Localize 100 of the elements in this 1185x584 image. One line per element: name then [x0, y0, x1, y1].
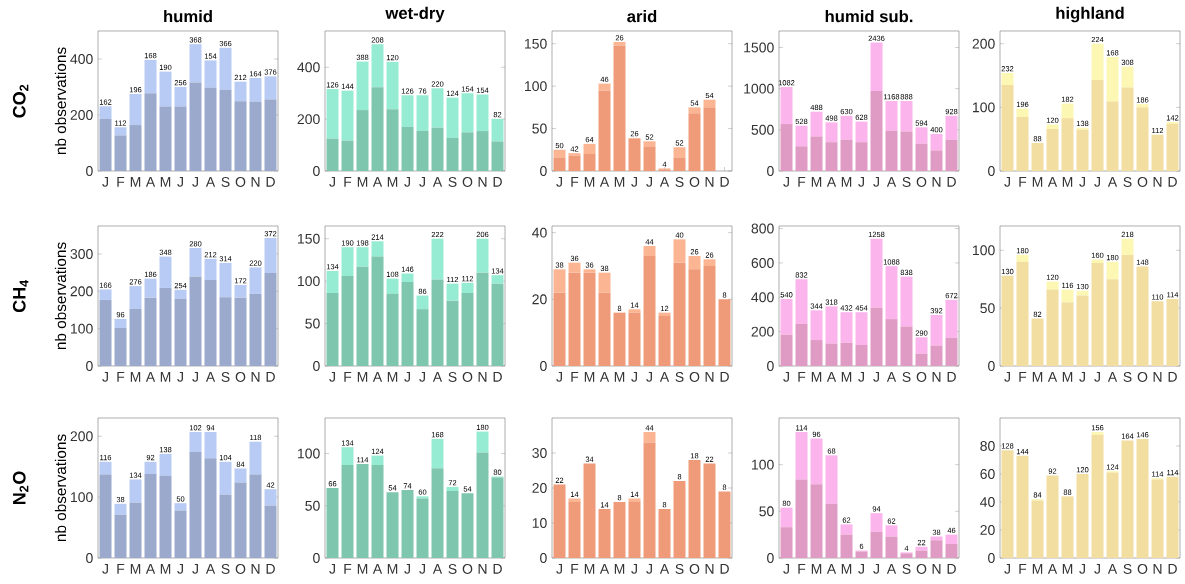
y-tick-label: 10	[532, 518, 547, 528]
bar	[795, 431, 808, 480]
y-tick-label: 0	[313, 166, 320, 176]
bar	[628, 309, 641, 313]
bar	[159, 71, 172, 107]
bar	[264, 505, 277, 558]
x-tick-label: M	[841, 177, 852, 187]
bar	[1091, 263, 1104, 366]
y-axis-title: nb observations	[54, 434, 67, 542]
bar	[1076, 295, 1089, 366]
bar	[688, 107, 701, 114]
bar	[673, 239, 686, 263]
bar	[688, 459, 701, 558]
bar	[386, 278, 399, 294]
x-tick-label: M	[387, 372, 398, 382]
bar	[553, 149, 566, 158]
x-tick-label: A	[145, 372, 156, 382]
y-axis-title: nb observations	[54, 242, 67, 350]
bar	[371, 44, 384, 88]
bar	[114, 327, 127, 366]
x-tick-label: J	[783, 177, 789, 187]
bar	[264, 273, 277, 366]
x-tick-label: J	[102, 372, 108, 382]
y-tick-label: 150	[298, 233, 320, 244]
x-tick-label: N	[251, 564, 260, 574]
x-tick-label: A	[826, 564, 837, 574]
bar	[1091, 434, 1104, 558]
bar	[356, 61, 369, 111]
x-tick-label: J	[102, 177, 108, 187]
bar	[643, 146, 656, 171]
y-tick-label: 80	[980, 441, 995, 451]
bar	[825, 306, 838, 344]
bar	[870, 531, 883, 558]
x-tick-label: S	[675, 372, 684, 382]
x-tick-label: M	[1062, 372, 1073, 382]
x-tick-label: S	[675, 177, 684, 187]
x-tick-label: J	[177, 564, 183, 574]
bar	[401, 126, 414, 171]
bar	[703, 463, 716, 558]
x-tick-label: D	[720, 564, 729, 574]
bar	[431, 88, 444, 128]
x-tick-label: M	[160, 372, 171, 382]
bar	[446, 97, 459, 138]
x-tick-label: S	[1123, 564, 1132, 574]
x-tick-label: M	[614, 372, 625, 382]
x-tick-label: S	[675, 564, 684, 574]
bar	[174, 510, 187, 558]
bar	[431, 127, 444, 171]
bar	[144, 59, 157, 94]
y-tick-label: 400	[297, 62, 320, 73]
x-tick-label: S	[1123, 372, 1132, 382]
bar	[326, 89, 339, 139]
x-tick-label: J	[1094, 372, 1100, 382]
bar	[613, 312, 626, 366]
bar	[249, 474, 262, 558]
x-tick-label: J	[404, 372, 410, 382]
bar	[129, 479, 142, 503]
bar	[688, 269, 701, 366]
bar	[583, 463, 596, 558]
x-tick-label: D	[266, 372, 275, 382]
bar	[1016, 254, 1029, 262]
bar	[885, 525, 898, 537]
bar	[491, 283, 504, 366]
bar	[855, 142, 868, 171]
bar	[356, 247, 369, 267]
bar	[476, 431, 489, 453]
bar	[189, 431, 202, 453]
bar	[1016, 108, 1029, 117]
bar	[461, 493, 474, 558]
bar	[174, 106, 187, 171]
y-tick-label: 0	[540, 553, 547, 563]
bar	[249, 293, 262, 366]
bar	[810, 438, 823, 485]
y-tick-label: 200	[70, 110, 93, 120]
bar	[780, 124, 793, 171]
bar	[461, 282, 474, 294]
x-tick-label: O	[689, 372, 700, 382]
bar	[159, 106, 172, 171]
x-tick-label: A	[826, 372, 837, 382]
y-tick-label: 0	[988, 166, 995, 176]
bar	[930, 133, 943, 151]
x-tick-label: N	[705, 177, 714, 187]
x-tick-label: J	[329, 564, 335, 574]
bar	[1166, 476, 1179, 558]
bar	[703, 99, 716, 108]
bar	[945, 299, 958, 338]
bar	[204, 258, 217, 281]
bar	[1061, 302, 1074, 366]
x-tick-label: A	[1047, 372, 1058, 382]
x-tick-label: D	[1168, 372, 1177, 382]
x-tick-label: A	[886, 564, 897, 574]
y-tick-label: 0	[540, 361, 547, 371]
bar	[174, 503, 187, 511]
x-tick-label: J	[419, 564, 425, 574]
bar	[613, 45, 626, 171]
x-tick-label: D	[493, 564, 502, 574]
x-tick-label: J	[646, 564, 652, 574]
bar	[461, 293, 474, 366]
bar	[491, 275, 504, 284]
bar	[568, 155, 581, 171]
